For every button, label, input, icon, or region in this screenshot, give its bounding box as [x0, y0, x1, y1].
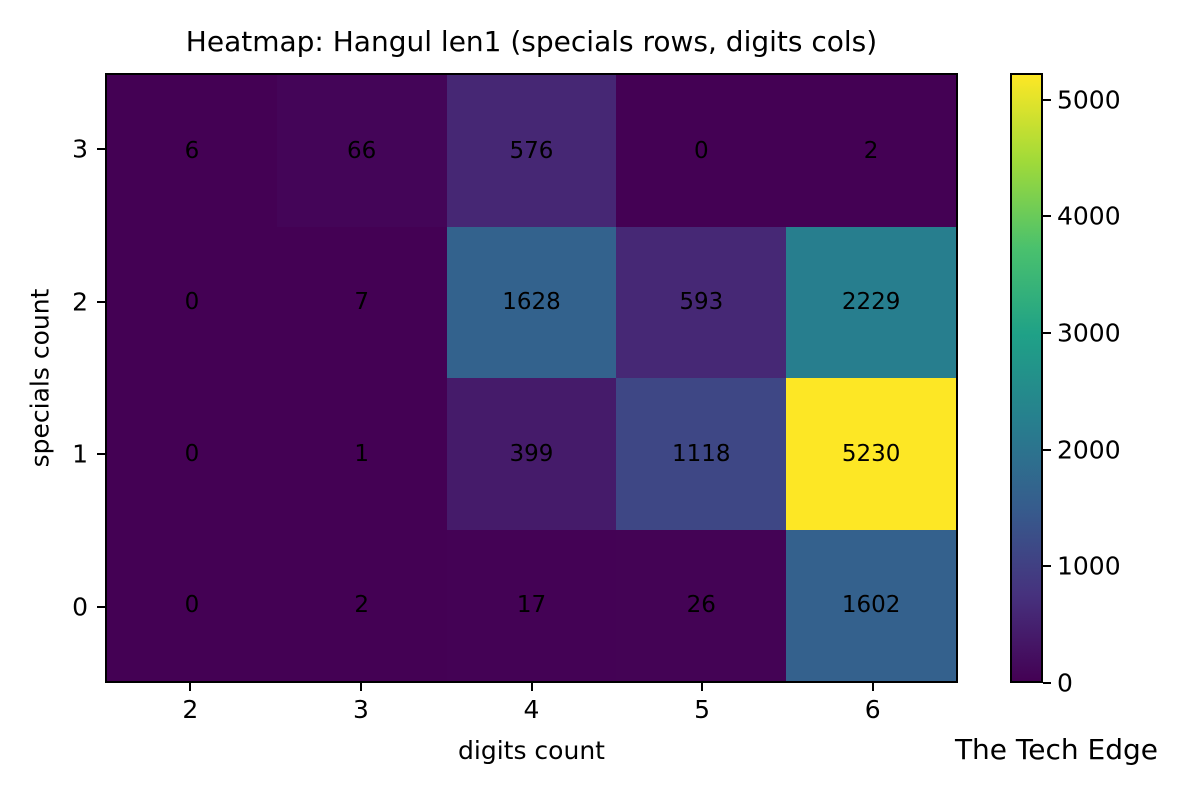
y-tick-label: 0	[72, 592, 88, 622]
colorbar-tick-label: 3000	[1057, 318, 1121, 348]
heatmap-cell-r2-c3: 7	[276, 226, 447, 378]
heatmap-cell-r0-c4: 17	[446, 529, 617, 681]
colorbar-tick-label: 2000	[1057, 435, 1121, 465]
cell-value: 0	[184, 289, 200, 316]
cell-value: 1	[354, 440, 370, 467]
cell-value: 399	[509, 440, 554, 467]
heatmap-cell-r1-c3: 1	[276, 378, 447, 530]
cell-value: 5230	[841, 440, 901, 467]
y-tick-mark	[97, 453, 105, 456]
cell-value: 2	[863, 137, 879, 164]
y-tick-mark	[97, 605, 105, 608]
heatmap-cell-r0-c6: 1602	[786, 529, 956, 681]
cell-value: 66	[347, 137, 377, 164]
y-tick-mark	[97, 300, 105, 303]
heatmap-cell-r3-c4: 576	[446, 75, 617, 227]
cell-value: 7	[354, 289, 370, 316]
heatmap-cell-r3-c2: 6	[107, 75, 277, 227]
colorbar-tick-mark	[1043, 215, 1051, 218]
chart-title: Heatmap: Hangul len1 (specials rows, dig…	[185, 25, 878, 58]
cell-value: 6	[184, 137, 200, 164]
heatmap-cell-r3-c5: 0	[616, 75, 787, 227]
x-tick-label: 2	[182, 695, 199, 724]
heatmap-cell-r2-c4: 1628	[446, 226, 617, 378]
heatmap-cell-r3-c3: 66	[276, 75, 447, 227]
colorbar-tick-label: 1000	[1057, 551, 1121, 581]
colorbar-tick-mark	[1043, 682, 1051, 684]
x-tick-label: 3	[352, 695, 369, 724]
heatmap-cell-r2-c2: 0	[107, 226, 277, 378]
colorbar-tick-label: 4000	[1057, 201, 1121, 231]
colorbar-tick-label: 0	[1057, 668, 1073, 698]
y-tick-label: 1	[72, 439, 88, 469]
colorbar-tick-mark	[1043, 448, 1051, 451]
x-tick-mark	[871, 683, 874, 691]
heatmap-cell-r2-c5: 593	[616, 226, 787, 378]
colorbar-tick-mark	[1043, 98, 1051, 101]
cell-value: 1628	[502, 289, 561, 316]
heatmap-cell-r1-c4: 399	[446, 378, 617, 530]
heatmap-cell-r1-c5: 1118	[616, 378, 787, 530]
cell-value: 0	[693, 137, 709, 164]
cell-value: 0	[184, 592, 200, 619]
x-tick-mark	[530, 683, 533, 691]
heatmap-cell-r3-c6: 2	[786, 75, 956, 227]
cell-value: 576	[509, 137, 554, 164]
y-tick-mark	[97, 148, 105, 151]
heatmap-cell-r0-c2: 0	[107, 529, 277, 681]
cell-value: 2229	[841, 289, 901, 316]
colorbar	[1010, 73, 1043, 683]
heatmap-cell-r0-c5: 26	[616, 529, 787, 681]
cell-value: 26	[686, 592, 716, 619]
x-tick-mark	[701, 683, 704, 691]
y-tick-label: 3	[72, 134, 88, 164]
heatmap-cell-r0-c3: 2	[276, 529, 447, 681]
colorbar-tick-mark	[1043, 332, 1051, 335]
cell-value: 1602	[841, 592, 901, 619]
heatmap-cell-r1-c6: 5230	[786, 378, 956, 530]
cell-value: 0	[184, 440, 200, 467]
x-tick-label: 5	[694, 695, 711, 724]
heatmap-cell-r1-c2: 0	[107, 378, 277, 530]
x-tick-label: 4	[523, 695, 540, 724]
heatmap-plot-area: 6 66 576 0 2 0 7 1628 593 2229 0 1 399 1118 5230 0 2 17 26…	[105, 73, 958, 683]
x-tick-label: 6	[864, 695, 881, 724]
cell-value: 1118	[672, 440, 731, 467]
x-tick-mark	[359, 683, 362, 691]
cell-value: 593	[679, 289, 724, 316]
heatmap-cell-r2-c6: 2229	[786, 226, 956, 378]
x-tick-mark	[189, 683, 192, 691]
cell-value: 17	[516, 592, 547, 619]
watermark-text: The Tech Edge	[954, 733, 1158, 766]
x-axis-label: digits count	[458, 736, 605, 765]
colorbar-tick-label: 5000	[1057, 85, 1121, 115]
y-tick-label: 2	[72, 287, 88, 317]
colorbar-tick-mark	[1043, 565, 1051, 568]
cell-value: 2	[354, 592, 370, 619]
